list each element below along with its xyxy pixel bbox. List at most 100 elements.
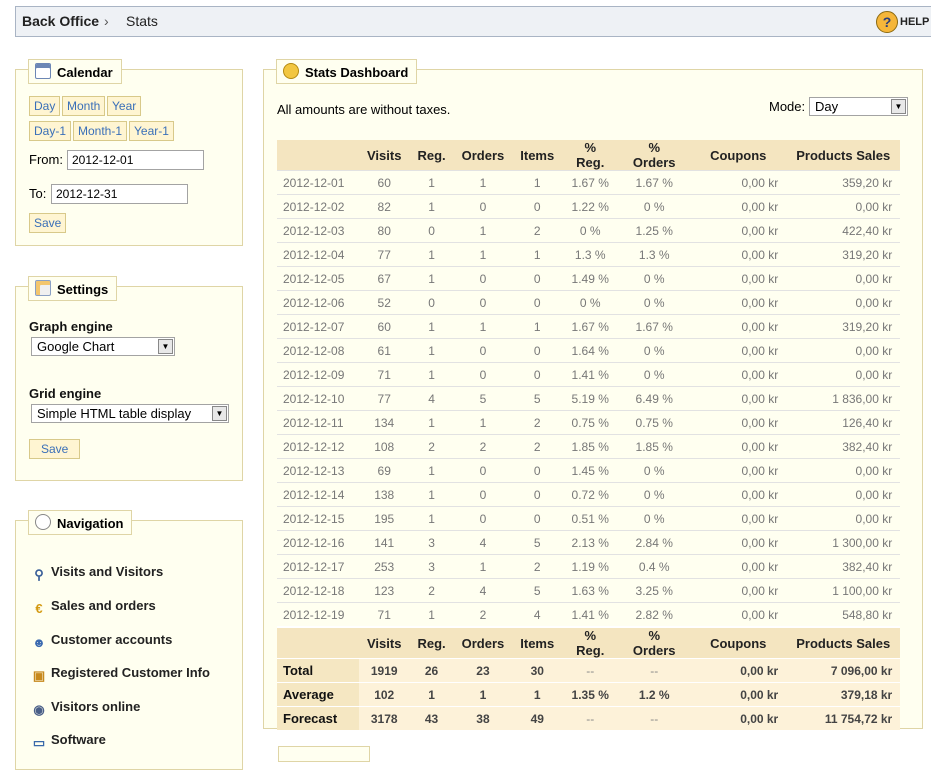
- nav-software[interactable]: ▭ Software: [31, 732, 106, 751]
- table-cell: 1 100,00 kr: [786, 578, 901, 603]
- help-button[interactable]: ? HELP: [876, 11, 929, 33]
- summary-cell: --: [562, 658, 619, 683]
- column-header: Orders: [453, 626, 513, 659]
- column-header: Orders: [453, 140, 513, 171]
- nav-customer-accounts[interactable]: ☻ Customer accounts: [31, 632, 172, 651]
- table-body: 2012-12-01 60 1 1 1 1.67 % 1.67 % 0,00 kr 359,20…: [277, 170, 901, 627]
- table-cell: 253: [359, 554, 410, 579]
- table-cell: 0: [453, 458, 513, 483]
- mode-value: Day: [815, 99, 839, 114]
- column-header: Visits: [359, 626, 410, 659]
- row-date-cell: 2012-12-15: [277, 506, 359, 531]
- table-row: 2012-12-19 71 1 2 4 1.41 % 2.82 % 0,00 kr 548,80…: [277, 602, 901, 627]
- table-row: 2012-12-17 253 3 1 2 1.19 % 0.4 % 0,00 kr 382,40…: [277, 554, 901, 579]
- navigation-legend: Navigation: [28, 510, 133, 535]
- year-minus-1-button[interactable]: Year-1: [129, 121, 174, 141]
- table-cell: 0,00 kr: [690, 362, 787, 387]
- nav-visits-and-visitors[interactable]: ⚲ Visits and Visitors: [31, 564, 163, 583]
- table-cell: 1: [453, 218, 513, 243]
- summary-cell: 11 754,72 kr: [786, 706, 901, 730]
- table-cell: 0: [453, 266, 513, 291]
- table-cell: 319,20 kr: [786, 314, 901, 339]
- nav-item-label: Registered Customer Info: [51, 665, 210, 680]
- table-footer-header-row: Visits Reg. Orders Items % Reg. % Orders…: [277, 626, 901, 659]
- summary-cell: 0,00 kr: [690, 658, 787, 683]
- table-cell: 2: [512, 554, 563, 579]
- summary-label: Forecast: [277, 706, 359, 730]
- row-date-cell: 2012-12-07: [277, 314, 359, 339]
- table-cell: 1.85 %: [618, 434, 691, 459]
- summary-cell: 30: [512, 658, 563, 683]
- month-button[interactable]: Month: [62, 96, 106, 116]
- table-cell: 0,00 kr: [690, 602, 787, 627]
- summary-cell: 38: [453, 706, 513, 730]
- table-cell: 1 300,00 kr: [786, 530, 901, 555]
- table-header-row: Visits Reg. Orders Items % Reg. % Orders…: [277, 140, 901, 171]
- table-cell: 60: [359, 170, 410, 195]
- year-button[interactable]: Year: [107, 96, 142, 116]
- to-date-input[interactable]: 2012-12-31: [51, 184, 188, 204]
- table-cell: 0,00 kr: [786, 506, 901, 531]
- column-header: Visits: [359, 140, 410, 171]
- table-row: 2012-12-07 60 1 1 1 1.67 % 1.67 % 0,00 kr 319,20…: [277, 314, 901, 339]
- table-cell: 5.19 %: [562, 386, 619, 411]
- navigation-panel: Navigation ⚲ Visits and Visitors € Sales a…: [15, 510, 243, 770]
- table-cell: 1.67 %: [562, 314, 619, 339]
- day-minus-1-button[interactable]: Day-1: [29, 121, 72, 141]
- table-cell: 0,00 kr: [690, 434, 787, 459]
- table-cell: 3: [409, 530, 454, 555]
- table-cell: 0: [512, 338, 563, 363]
- table-cell: 141: [359, 530, 410, 555]
- table-cell: 0,00 kr: [690, 482, 787, 507]
- table-cell: 1: [453, 410, 513, 435]
- table-cell: 2: [512, 218, 563, 243]
- table-row: 2012-12-06 52 0 0 0 0 % 0 % 0,00 kr 0,00 kr: [277, 290, 901, 315]
- table-cell: 61: [359, 338, 410, 363]
- summary-cell: 7 096,00 kr: [786, 658, 901, 683]
- table-cell: 1.67 %: [618, 314, 691, 339]
- table-cell: 5: [512, 578, 563, 603]
- table-cell: 382,40 kr: [786, 434, 901, 459]
- mode-select[interactable]: Day ▼: [809, 97, 908, 116]
- nav-item-label: Visitors online: [51, 699, 141, 714]
- grid-engine-select[interactable]: Simple HTML table display ▼: [31, 404, 229, 423]
- table-cell: 52: [359, 290, 410, 315]
- table-cell: 0,00 kr: [786, 362, 901, 387]
- graph-engine-label: Graph engine: [29, 319, 113, 334]
- breadcrumb-back-office-link[interactable]: Back Office: [22, 13, 100, 29]
- summary-cell: 0,00 kr: [690, 706, 787, 730]
- table-cell: 1.3 %: [618, 242, 691, 267]
- table-cell: 4: [512, 602, 563, 627]
- from-date-input[interactable]: 2012-12-01: [67, 150, 204, 170]
- calendar-save-button[interactable]: Save: [29, 213, 67, 233]
- table-cell: 0 %: [618, 266, 691, 291]
- navigation-icon: [35, 514, 51, 530]
- column-header: Reg.: [409, 140, 454, 171]
- table-cell: 0: [409, 290, 454, 315]
- table-cell: 1: [409, 506, 454, 531]
- table-cell: 123: [359, 578, 410, 603]
- table-cell: 4: [409, 386, 454, 411]
- nav-visitors-online[interactable]: ◉ Visitors online: [31, 699, 140, 718]
- table-cell: 0,00 kr: [786, 266, 901, 291]
- table-cell: 548,80 kr: [786, 602, 901, 627]
- summary-cell: 1919: [359, 658, 410, 683]
- row-date-cell: 2012-12-01: [277, 170, 359, 195]
- day-button[interactable]: Day: [29, 96, 61, 116]
- table-cell: 0: [512, 506, 563, 531]
- graph-engine-select[interactable]: Google Chart ▼: [31, 337, 175, 356]
- table-cell: 4: [453, 530, 513, 555]
- month-minus-1-button[interactable]: Month-1: [73, 121, 128, 141]
- table-cell: 0,00 kr: [786, 194, 901, 219]
- nav-registered-customer-info[interactable]: ▣ Registered Customer Info: [31, 665, 210, 684]
- table-row: 2012-12-15 195 1 0 0 0.51 % 0 % 0,00 kr 0,00 kr: [277, 506, 901, 531]
- row-date-cell: 2012-12-05: [277, 266, 359, 291]
- table-cell: 0: [512, 290, 563, 315]
- settings-save-button[interactable]: Save: [29, 439, 81, 459]
- table-row: 2012-12-12 108 2 2 2 1.85 % 1.85 % 0,00 kr 382,4…: [277, 434, 901, 459]
- table-cell: 1: [453, 314, 513, 339]
- nav-sales-and-orders[interactable]: € Sales and orders: [31, 598, 155, 617]
- row-date-cell: 2012-12-12: [277, 434, 359, 459]
- table-cell: 0: [409, 218, 454, 243]
- table-cell: 1.49 %: [562, 266, 619, 291]
